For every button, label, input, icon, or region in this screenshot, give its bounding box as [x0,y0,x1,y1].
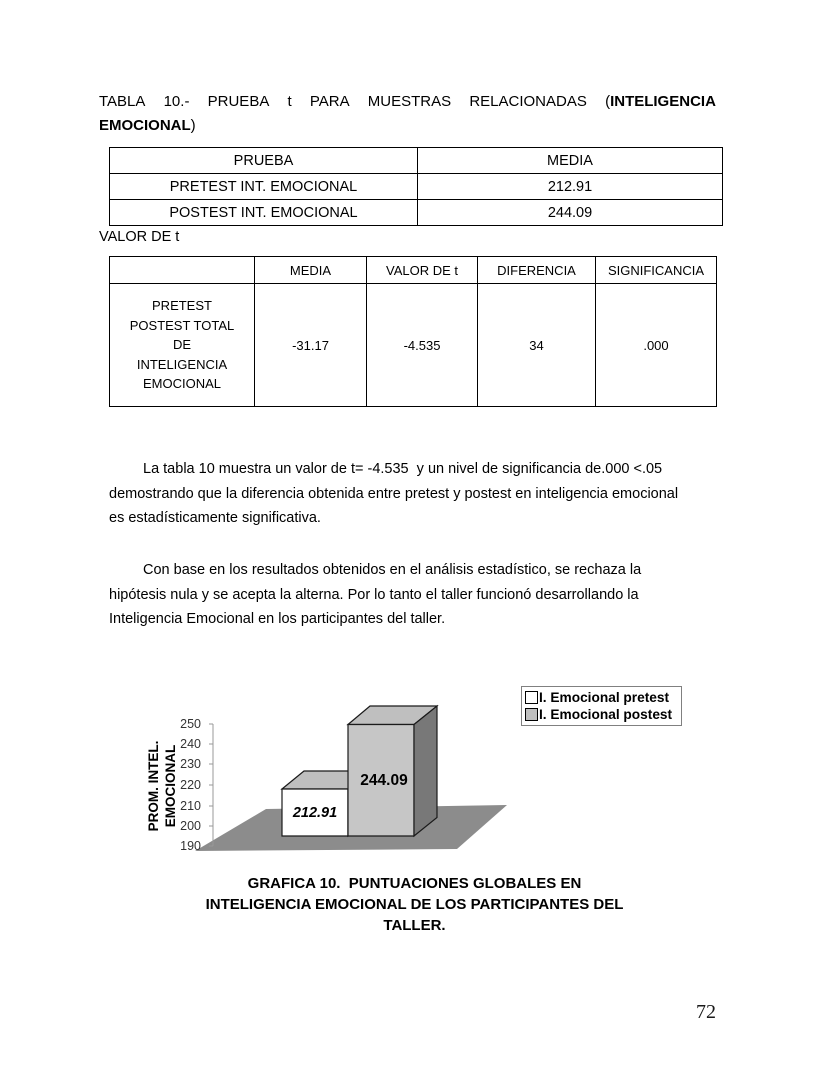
svg-text:190: 190 [180,839,201,853]
svg-text:244.09: 244.09 [360,772,408,789]
svg-text:250: 250 [180,717,201,731]
svg-text:230: 230 [180,757,201,771]
svg-text:210: 210 [180,799,201,813]
svg-text:240: 240 [180,737,201,751]
svg-text:200: 200 [180,819,201,833]
svg-text:EMOCIONAL: EMOCIONAL [163,745,178,828]
svg-text:220: 220 [180,778,201,792]
svg-text:212.91: 212.91 [292,805,337,821]
svg-text:PROM. INTEL.: PROM. INTEL. [146,741,161,832]
